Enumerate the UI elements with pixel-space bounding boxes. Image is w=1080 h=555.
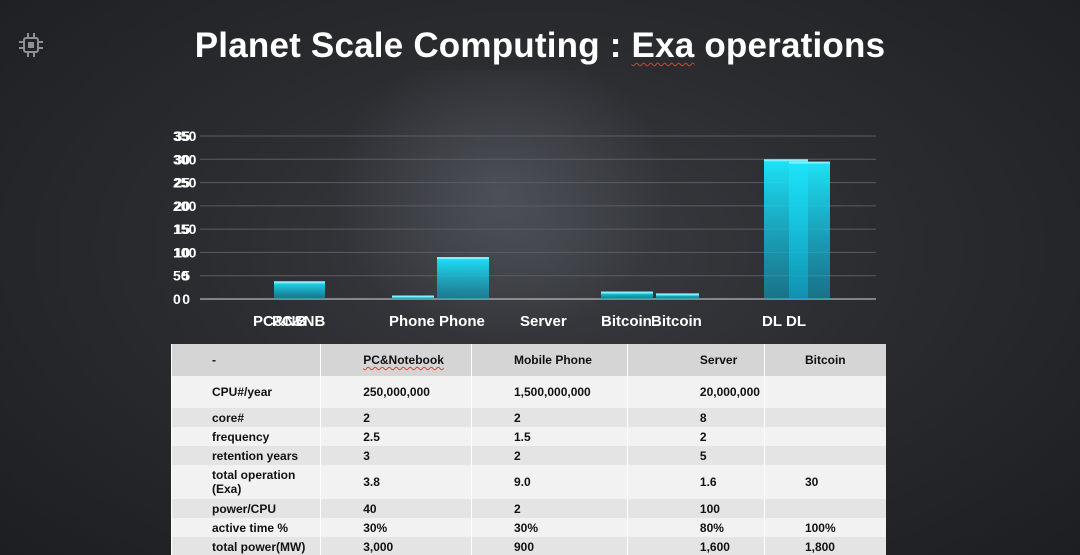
bar-cap xyxy=(601,291,653,294)
chip-icon xyxy=(19,33,43,57)
y2-tick-label: 5 xyxy=(182,268,190,284)
bar-dl-series2 xyxy=(789,161,830,299)
table-row: core# 2 2 8 xyxy=(170,408,886,427)
y-tick-label: 200 xyxy=(173,198,197,214)
x2-category-label: DL xyxy=(786,313,806,330)
table-cell: 30% xyxy=(470,518,628,537)
table-row: CPU#/year 250,000,000 1,500,000,000 20,000,… xyxy=(170,376,886,408)
row-label: power/CPU xyxy=(170,499,321,518)
row-label: retention years xyxy=(170,446,321,465)
bar-bitcoin-series1 xyxy=(601,291,653,299)
table-cell: 80% xyxy=(626,518,765,537)
table-header: Bitcoin xyxy=(763,344,886,376)
y2-tick-label: 35 xyxy=(174,128,190,144)
table-row: power/CPU 40 2 100 xyxy=(170,499,886,518)
table-row: total operation (Exa) 3.8 9.0 1.6 30 xyxy=(170,465,886,499)
y2-tick-label: 0 xyxy=(182,291,190,307)
row-label: CPU#/year xyxy=(170,376,321,408)
table-header: Server xyxy=(626,344,765,376)
table-cell: 20,000,000 xyxy=(626,376,765,408)
table-cell: 900 xyxy=(470,537,628,555)
y-tick-label: 50 xyxy=(173,268,189,284)
table-cell: 5 xyxy=(626,446,765,465)
bar-cap xyxy=(789,161,830,164)
data-table: - PC&Notebook Mobile Phone Server Bitcoi… xyxy=(170,344,886,555)
table-header: Mobile Phone xyxy=(470,344,628,376)
table-cell xyxy=(763,376,886,408)
y2-tick-label: 10 xyxy=(174,244,190,260)
y2-tick-label: 20 xyxy=(174,198,190,214)
table-cell: 40 xyxy=(320,499,472,518)
y-tick-label: 300 xyxy=(173,151,197,167)
table-cell: 3 xyxy=(320,446,472,465)
bar-cap xyxy=(274,281,325,284)
bar-pcnb-series2 xyxy=(274,281,325,299)
slide-title: Planet Scale Computing : Exa operations xyxy=(194,26,886,65)
table-cell: 2 xyxy=(470,446,628,465)
table-row: retention years 3 2 5 xyxy=(170,446,886,465)
table-cell: 100 xyxy=(626,499,765,518)
y-tick-label: 0 xyxy=(173,291,181,307)
table-cell: 3,000 xyxy=(320,537,472,555)
y-tick-label: 250 xyxy=(173,175,197,191)
x-category-label: Phone xyxy=(389,313,435,330)
table-cell: 2 xyxy=(320,408,472,427)
y2-tick-label: 30 xyxy=(174,151,190,167)
table-cell xyxy=(763,427,886,446)
table-cell: 8 xyxy=(626,408,765,427)
table-cell: 2 xyxy=(470,408,628,427)
y2-tick-label: 15 xyxy=(174,221,190,237)
x2-category-label: Bitcoin xyxy=(651,313,702,330)
table-cell: 1.6 xyxy=(626,465,765,499)
bar-cap xyxy=(656,293,699,296)
table-cell: 1,500,000,000 xyxy=(470,376,628,408)
table-cell: 3.8 xyxy=(320,465,472,499)
x2-category-label: Phone xyxy=(439,313,485,330)
table-cell: 2 xyxy=(626,427,765,446)
row-label: core# xyxy=(170,408,321,427)
table-cell xyxy=(763,408,886,427)
x-category-label: DL xyxy=(762,313,782,330)
y-tick-label: 350 xyxy=(173,128,197,144)
bar-cap xyxy=(764,159,808,162)
table-cell: 2.5 xyxy=(320,427,472,446)
row-label: total operation (Exa) xyxy=(170,465,321,499)
table-cell xyxy=(763,446,886,465)
table-header: PC&Notebook xyxy=(320,344,472,376)
y2-tick-label: 25 xyxy=(174,175,190,191)
table-cell: 2 xyxy=(470,499,628,518)
row-label: total power(MW) xyxy=(170,537,321,555)
table-row: frequency 2.5 1.5 2 xyxy=(170,427,886,446)
y-tick-label: 100 xyxy=(173,244,197,260)
table-cell: 30 xyxy=(763,465,886,499)
x-category-label: PC&NB xyxy=(253,313,307,330)
bar-cap xyxy=(392,295,434,298)
table-row: active time % 30% 30% 80% 100% xyxy=(170,518,886,537)
table-cell: 30% xyxy=(320,518,472,537)
table-header-row: - PC&Notebook Mobile Phone Server Bitcoi… xyxy=(170,344,886,376)
y-tick-label: 150 xyxy=(173,221,197,237)
bar-bitcoin-series2 xyxy=(656,293,699,299)
bar-cap xyxy=(437,257,489,260)
row-label: frequency xyxy=(170,427,321,446)
row-label: active time % xyxy=(170,518,321,537)
table-row: total power(MW) 3,000 900 1,600 1,800 xyxy=(170,537,886,555)
bar-phone-series2 xyxy=(437,257,489,299)
table-cell: 250,000,000 xyxy=(320,376,472,408)
x2-category-label: PC&NB xyxy=(272,313,326,330)
table-cell: 1,800 xyxy=(763,537,886,555)
table-cell: 1,600 xyxy=(626,537,765,555)
table-cell xyxy=(763,499,886,518)
table-cell: 1.5 xyxy=(470,427,628,446)
table-header: - xyxy=(170,344,321,376)
x-category-label: Server xyxy=(520,313,567,330)
x-category-label: Bitcoin xyxy=(601,313,652,330)
table-cell: 9.0 xyxy=(470,465,628,499)
table-cell: 100% xyxy=(763,518,886,537)
